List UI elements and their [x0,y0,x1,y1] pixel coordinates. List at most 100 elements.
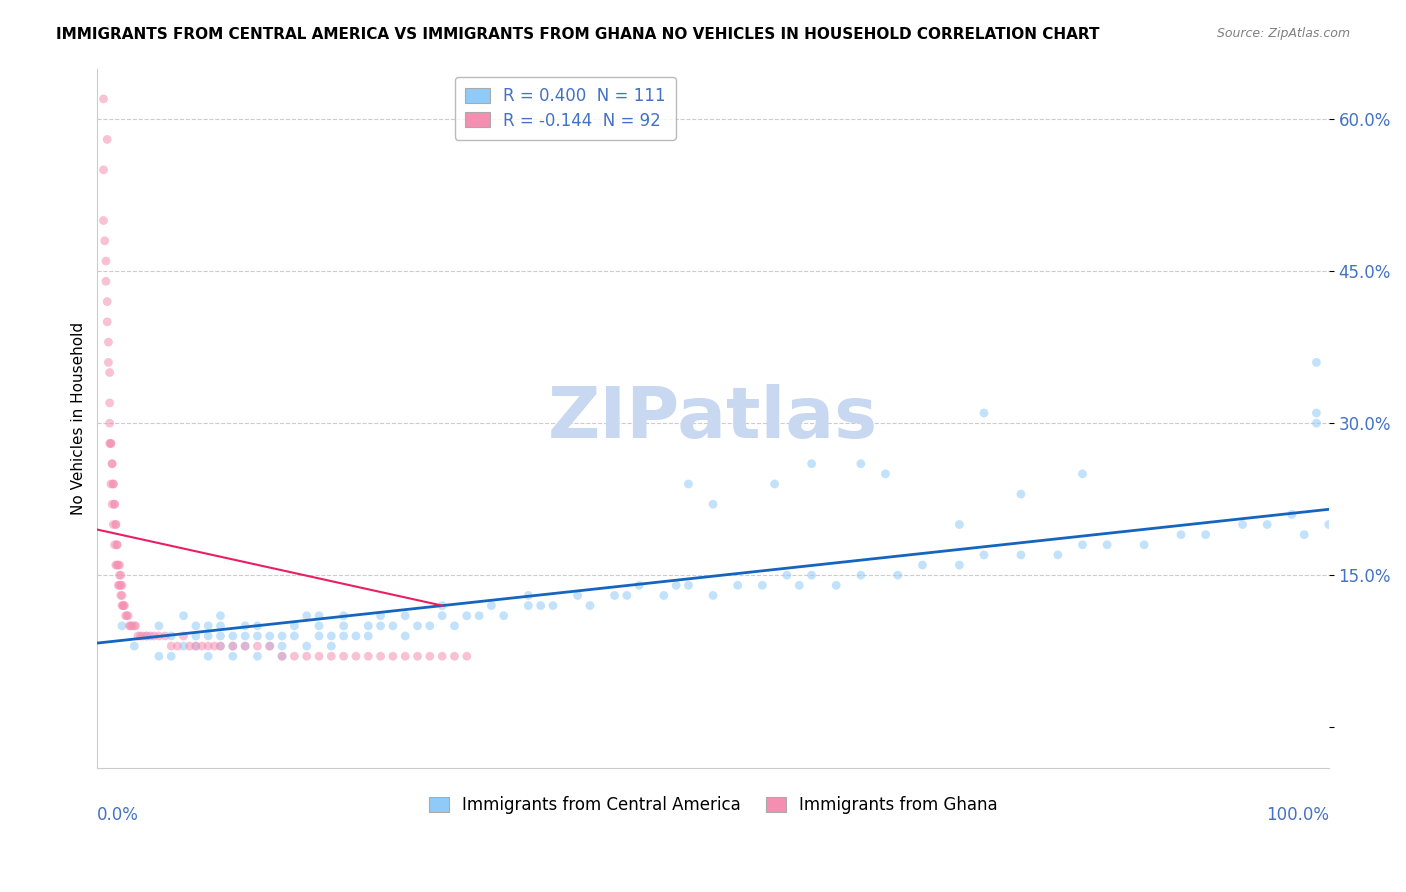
Point [271,649,294,664]
Point [184,639,207,653]
Point [104,517,127,532]
Point [94,274,117,288]
Point [763,477,786,491]
Point [727,578,749,592]
Point [1256,517,1278,532]
Point [370,608,392,623]
Point [105,538,128,552]
Point [105,558,128,572]
Point [209,619,232,633]
Point [222,639,245,653]
Point [110,568,132,582]
Point [246,639,269,653]
Point [160,649,183,664]
Point [160,629,183,643]
Point [127,629,149,643]
Point [104,558,127,572]
Point [222,639,245,653]
Point [166,639,188,653]
Point [197,649,219,664]
Point [628,578,651,592]
Point [101,457,124,471]
Point [321,629,343,643]
Point [104,497,127,511]
Point [357,619,380,633]
Point [973,548,995,562]
Point [492,608,515,623]
Point [97,355,120,369]
Point [849,457,872,471]
Point [456,608,478,623]
Point [101,457,124,471]
Point [1071,538,1094,552]
Point [118,619,141,633]
Text: 100.0%: 100.0% [1265,806,1329,824]
Point [973,406,995,420]
Point [787,578,810,592]
Point [100,436,122,450]
Point [776,568,799,582]
Point [1305,355,1327,369]
Point [246,629,269,643]
Point [148,649,170,664]
Point [1305,416,1327,430]
Point [179,639,201,653]
Point [160,639,183,653]
Point [184,639,207,653]
Point [246,619,269,633]
Point [678,477,700,491]
Point [233,619,256,633]
Point [103,477,125,491]
Point [1010,548,1032,562]
Point [430,649,453,664]
Point [1170,527,1192,541]
Point [111,589,134,603]
Point [108,578,131,592]
Point [381,649,404,664]
Point [295,649,318,664]
Point [108,568,131,582]
Point [233,639,256,653]
Point [246,649,269,664]
Point [114,599,136,613]
Point [406,619,429,633]
Point [308,608,330,623]
Point [94,254,117,268]
Point [332,629,354,643]
Point [283,629,305,643]
Point [184,619,207,633]
Point [1010,487,1032,501]
Point [222,649,245,664]
Point [96,315,118,329]
Point [419,649,441,664]
Point [98,436,121,450]
Point [259,629,281,643]
Point [887,568,910,582]
Point [652,589,675,603]
Point [875,467,897,481]
Point [665,578,688,592]
Point [105,538,128,552]
Point [1095,538,1118,552]
Point [184,629,207,643]
Point [97,335,120,350]
Point [202,639,225,653]
Point [104,497,127,511]
Point [197,639,219,653]
Point [191,639,214,653]
Point [173,608,195,623]
Point [481,599,503,613]
Point [135,629,157,643]
Point [1294,527,1316,541]
Point [308,629,330,643]
Point [344,629,367,643]
Point [394,608,416,623]
Point [173,629,195,643]
Point [103,517,125,532]
Point [209,608,232,623]
Point [381,619,404,633]
Point [222,629,245,643]
Point [911,558,934,572]
Point [1232,517,1254,532]
Point [443,619,465,633]
